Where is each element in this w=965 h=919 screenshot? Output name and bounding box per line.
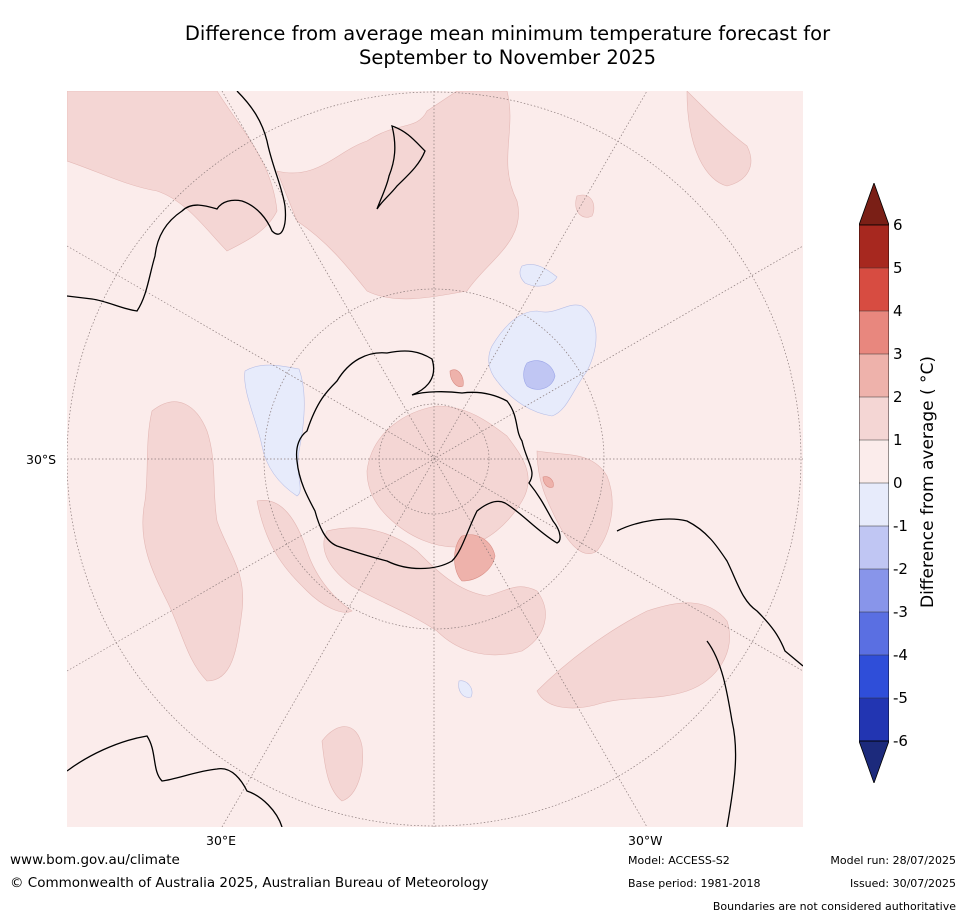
- anomaly-patch: [321, 726, 363, 802]
- lon-label-30w: 30°W: [628, 833, 663, 848]
- map-svg: [67, 91, 803, 827]
- footer-copyright: © Commonwealth of Australia 2025, Austra…: [10, 875, 489, 891]
- lon-label-30e: 30°E: [206, 833, 237, 848]
- colorbar-tick: 6: [893, 216, 903, 234]
- anomaly-patch: [256, 500, 353, 613]
- colorbar-band: [859, 655, 889, 698]
- polar-map[interactable]: [67, 91, 803, 827]
- anomaly-patch: [686, 91, 752, 187]
- colorbar-band: [859, 397, 889, 440]
- colorbar-band: [859, 698, 889, 741]
- footer-disclaimer: Boundaries are not considered authoritat…: [712, 900, 956, 913]
- title-line-2: September to November 2025: [358, 46, 657, 69]
- south-america-coast: [616, 518, 803, 667]
- anomaly-patch: [366, 405, 529, 548]
- anomaly-neg-0-1-areas: [244, 264, 597, 698]
- colorbar-tick: -2: [893, 560, 908, 578]
- meridian-line: [67, 245, 803, 672]
- anomaly-1-2-areas: [67, 91, 752, 802]
- anomaly-patch: [454, 534, 496, 582]
- anomaly-patch: [449, 369, 464, 387]
- colorbar-band: [859, 569, 889, 612]
- africa-coast: [67, 735, 283, 827]
- graticule: [67, 91, 803, 827]
- anomaly-patch: [323, 527, 546, 656]
- anomaly-neg-1-2-areas: [523, 360, 556, 390]
- colorbar-tick: -1: [893, 517, 908, 535]
- colorbar-max-arrow: [859, 183, 889, 226]
- footer-model: Model: ACCESS-S2: [628, 854, 730, 867]
- colorbar-tick: 5: [893, 259, 903, 277]
- colorbar-band: [859, 268, 889, 311]
- parallel-circle: [67, 91, 802, 827]
- colorbar-band: [859, 526, 889, 569]
- anomaly-patch: [142, 401, 244, 682]
- anomaly-patch: [458, 680, 473, 698]
- colorbar-min-arrow: [859, 740, 889, 783]
- coastlines: [67, 91, 803, 827]
- lat-label-30s: 30°S: [26, 452, 57, 467]
- colorbar-label: Difference from average ( °C): [918, 355, 938, 609]
- australia-coast: [67, 91, 287, 312]
- colorbar-band: [859, 311, 889, 354]
- anomaly-patch: [536, 602, 730, 709]
- anomaly-patch: [488, 304, 597, 417]
- colorbar-tick: 3: [893, 345, 903, 363]
- footer-base-period: Base period: 1981-2018: [628, 877, 761, 890]
- anomaly-patch: [542, 476, 554, 488]
- colorbar-band: [859, 612, 889, 655]
- footer-issued: Issued: 30/07/2025: [849, 877, 956, 890]
- colorbar-tick: 2: [893, 388, 903, 406]
- meridian-line: [221, 91, 648, 827]
- chart-title: Difference from average mean minimum tem…: [100, 22, 915, 70]
- colorbar-border: [859, 224, 889, 742]
- colorbar-tick: 1: [893, 431, 903, 449]
- colorbar-tick: -3: [893, 603, 908, 621]
- new-zealand-coast: [376, 125, 426, 210]
- colorbar: [859, 183, 889, 783]
- colorbar-tick: -6: [893, 732, 908, 750]
- footer-website: www.bom.gov.au/climate: [10, 852, 180, 868]
- title-line-1: Difference from average mean minimum tem…: [184, 22, 831, 45]
- colorbar-band: [859, 225, 889, 268]
- colorbar-dividers: [859, 267, 889, 699]
- south-america-inner: [706, 640, 737, 827]
- footer-model-run: Model run: 28/07/2025: [830, 854, 956, 867]
- anomaly-patch: [519, 264, 558, 287]
- colorbar-band: [859, 354, 889, 397]
- antarctica-coast: [295, 350, 561, 570]
- anomaly-patch: [244, 364, 305, 497]
- anomaly-patch: [575, 194, 595, 218]
- anomaly-patch: [276, 91, 519, 300]
- colorbar-tick: -4: [893, 646, 908, 664]
- anomaly-patch: [67, 91, 278, 252]
- colorbar-tick: 0: [893, 474, 903, 492]
- anomaly-patch: [523, 360, 556, 390]
- colorbar-tick: -5: [893, 689, 908, 707]
- colorbar-tick: 4: [893, 302, 903, 320]
- colorbar-band: [859, 483, 889, 526]
- anomaly-patch: [536, 450, 613, 554]
- colorbar-band: [859, 440, 889, 483]
